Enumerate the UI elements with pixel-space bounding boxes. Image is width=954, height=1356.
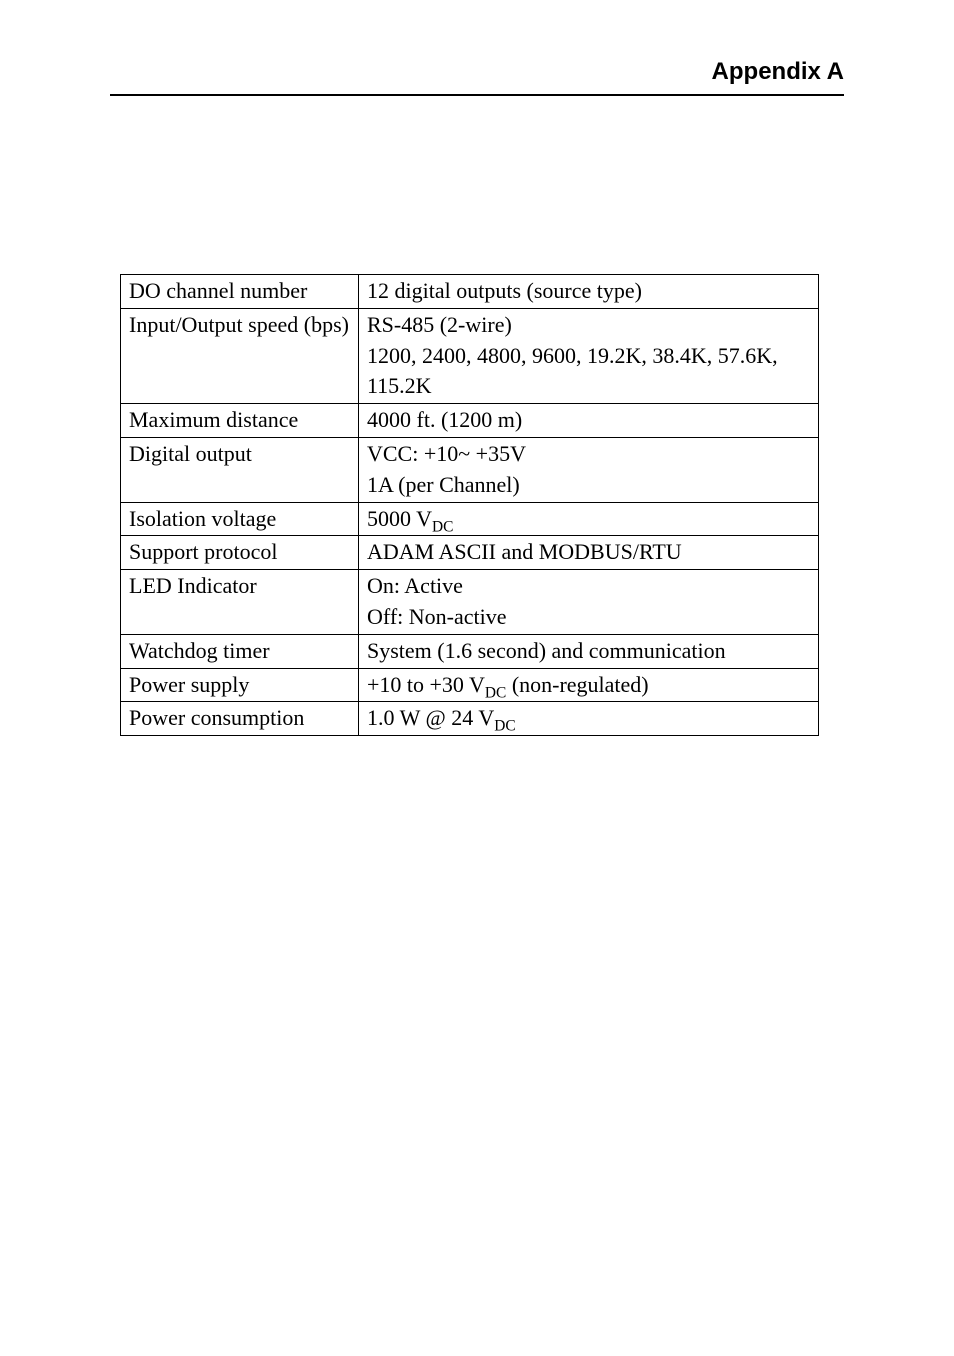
row-label: Power supply (121, 668, 359, 702)
row-label: Isolation voltage (121, 502, 359, 536)
table-row: Watchdog timerSystem (1.6 second) and co… (121, 634, 819, 668)
table-row: Power supply+10 to +30 VDC (non-regulate… (121, 668, 819, 702)
row-value: 4000 ft. (1200 m) (359, 404, 819, 438)
row-value: 1.0 W @ 24 VDC (359, 702, 819, 736)
row-label: Input/Output speed (bps) (121, 308, 359, 403)
table-row: Maximum distance4000 ft. (1200 m) (121, 404, 819, 438)
row-value: 12 digital outputs (source type) (359, 275, 819, 309)
spec-table-body: DO channel number12 digital outputs (sou… (121, 275, 819, 736)
row-value: On: ActiveOff: Non-active (359, 570, 819, 635)
row-label: DO channel number (121, 275, 359, 309)
spec-table: DO channel number12 digital outputs (sou… (120, 274, 819, 736)
table-row: Support protocolADAM ASCII and MODBUS/RT… (121, 536, 819, 570)
row-value: ADAM ASCII and MODBUS/RTU (359, 536, 819, 570)
page-header: Appendix A (110, 58, 844, 96)
row-value: System (1.6 second) and communication (359, 634, 819, 668)
row-label: LED Indicator (121, 570, 359, 635)
row-label: Maximum distance (121, 404, 359, 438)
row-value: 5000 VDC (359, 502, 819, 536)
row-label: Digital output (121, 437, 359, 502)
table-row: Digital outputVCC: +10~ +35V1A (per Chan… (121, 437, 819, 502)
row-label: Watchdog timer (121, 634, 359, 668)
row-label: Power consumption (121, 702, 359, 736)
row-value: VCC: +10~ +35V1A (per Channel) (359, 437, 819, 502)
row-value: +10 to +30 VDC (non-regulated) (359, 668, 819, 702)
header-title: Appendix A (110, 58, 844, 86)
row-value: RS-485 (2-wire)1200, 2400, 4800, 9600, 1… (359, 308, 819, 403)
table-row: DO channel number12 digital outputs (sou… (121, 275, 819, 309)
table-row: LED IndicatorOn: ActiveOff: Non-active (121, 570, 819, 635)
row-label: Support protocol (121, 536, 359, 570)
table-row: Power consumption1.0 W @ 24 VDC (121, 702, 819, 736)
table-row: Input/Output speed (bps)RS-485 (2-wire)1… (121, 308, 819, 403)
table-row: Isolation voltage5000 VDC (121, 502, 819, 536)
